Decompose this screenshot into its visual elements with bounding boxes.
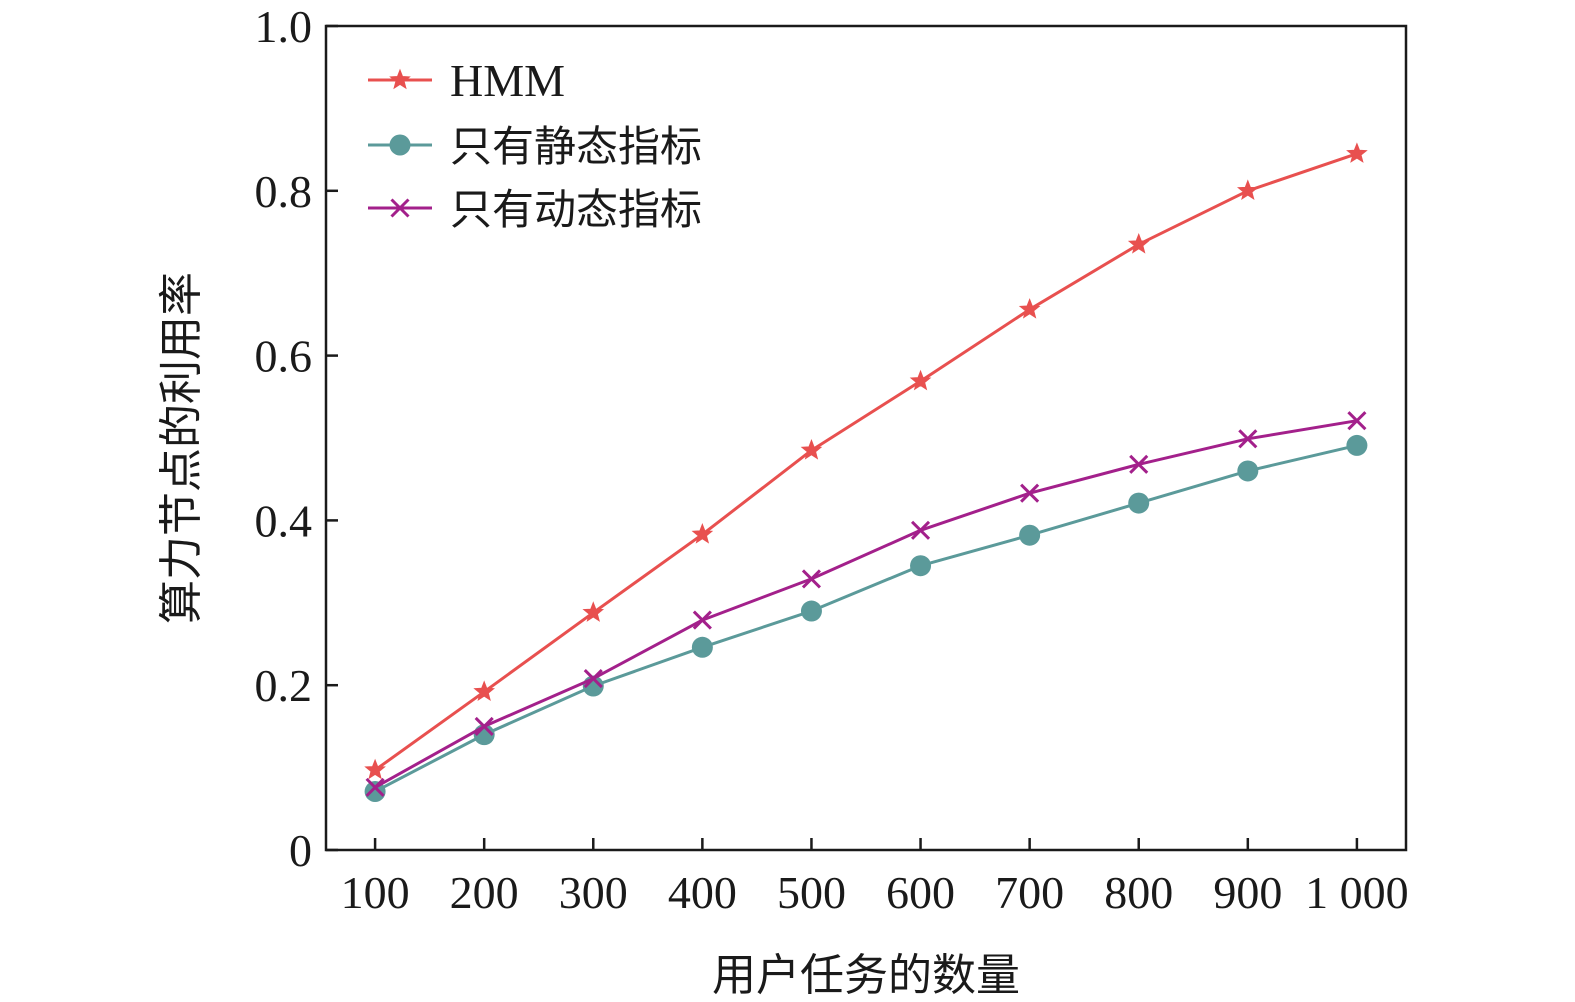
data-point: [1018, 298, 1041, 319]
x-marker-stroke: [1129, 454, 1149, 474]
x-tick-label: 700: [995, 867, 1064, 918]
data-point: [1236, 179, 1259, 201]
x-marker-stroke: [801, 569, 822, 589]
data-point: [1128, 492, 1150, 514]
series-line: [374, 443, 1358, 793]
data-point: [364, 780, 386, 802]
data-point: [1347, 411, 1367, 431]
data-point: [691, 523, 714, 544]
data-point: [1238, 429, 1258, 449]
x-tick-label: 600: [886, 867, 955, 918]
data-point: [583, 669, 603, 689]
x-tick-label: 1 000: [1305, 867, 1409, 918]
data-point: [582, 601, 605, 622]
x-marker-stroke: [583, 669, 603, 689]
data-point: [474, 716, 494, 736]
y-tick-label: 0.4: [255, 495, 313, 546]
legend-marker: [390, 198, 410, 218]
x-tick-label: 400: [668, 867, 737, 918]
data-point: [692, 610, 712, 630]
x-tick-label: 900: [1213, 867, 1282, 918]
series-line: [374, 419, 1358, 789]
y-tick-label: 0.8: [255, 166, 313, 217]
x-marker-stroke: [365, 777, 385, 797]
x-tick-label: 100: [341, 867, 410, 918]
legend-label: 只有动态指标: [450, 185, 702, 234]
x-marker-stroke: [474, 716, 494, 736]
x-marker-stroke: [1347, 411, 1367, 431]
y-tick-label: 0.2: [255, 660, 313, 711]
y-tick-label: 0: [289, 825, 312, 876]
data-point: [909, 369, 932, 391]
data-point: [1127, 232, 1150, 254]
data-point: [1346, 142, 1368, 163]
axes: 0 0.2 0.4 0.6 0.8 1.0 100 200 300 400 500 600 700 800…: [255, 1, 1409, 918]
legend-entry-0: HMM: [368, 55, 565, 106]
series-layer: [364, 142, 1368, 802]
series-line: [374, 152, 1358, 772]
legend-entry-2: 只有动态指标: [368, 185, 702, 234]
y-tick-label: 1.0: [255, 1, 313, 52]
legend-marker: [389, 134, 411, 156]
data-point: [1346, 434, 1368, 456]
x-tick-label: 500: [777, 867, 846, 918]
x-axis-title: 用户任务的数量: [712, 950, 1020, 1001]
x-marker-stroke: [910, 520, 931, 540]
data-point: [910, 555, 932, 577]
plot-frame: [324, 24, 1408, 852]
series-0: [364, 142, 1368, 780]
legend-label: 只有静态指标: [450, 122, 702, 171]
x-tick-label: 300: [559, 867, 628, 918]
series-1: [364, 434, 1368, 802]
legend-entry-1: 只有静态指标: [368, 122, 702, 171]
x-tick-label: 200: [450, 867, 519, 918]
data-point: [801, 569, 822, 589]
data-point: [1237, 460, 1259, 482]
x-marker-stroke: [1238, 429, 1258, 449]
data-point: [1019, 524, 1041, 546]
x-tick-label: 800: [1104, 867, 1173, 918]
data-point: [365, 777, 385, 797]
legend-marker: [389, 68, 411, 90]
data-point: [910, 520, 931, 540]
data-point: [473, 680, 496, 701]
y-axis-title: 算力节点的利用率: [156, 272, 207, 624]
data-point: [800, 600, 822, 622]
x-marker-stroke: [390, 198, 410, 218]
y-tick-label: 0.6: [255, 331, 313, 382]
plot-area: [324, 24, 1408, 852]
legend-label: HMM: [450, 55, 565, 106]
data-point: [800, 438, 823, 460]
series-2: [365, 411, 1367, 797]
data-point: [691, 636, 713, 658]
data-point: [1129, 454, 1149, 474]
data-point: [364, 758, 386, 780]
x-marker-stroke: [692, 610, 712, 630]
x-marker-stroke: [1020, 483, 1040, 503]
data-point: [1020, 483, 1040, 503]
